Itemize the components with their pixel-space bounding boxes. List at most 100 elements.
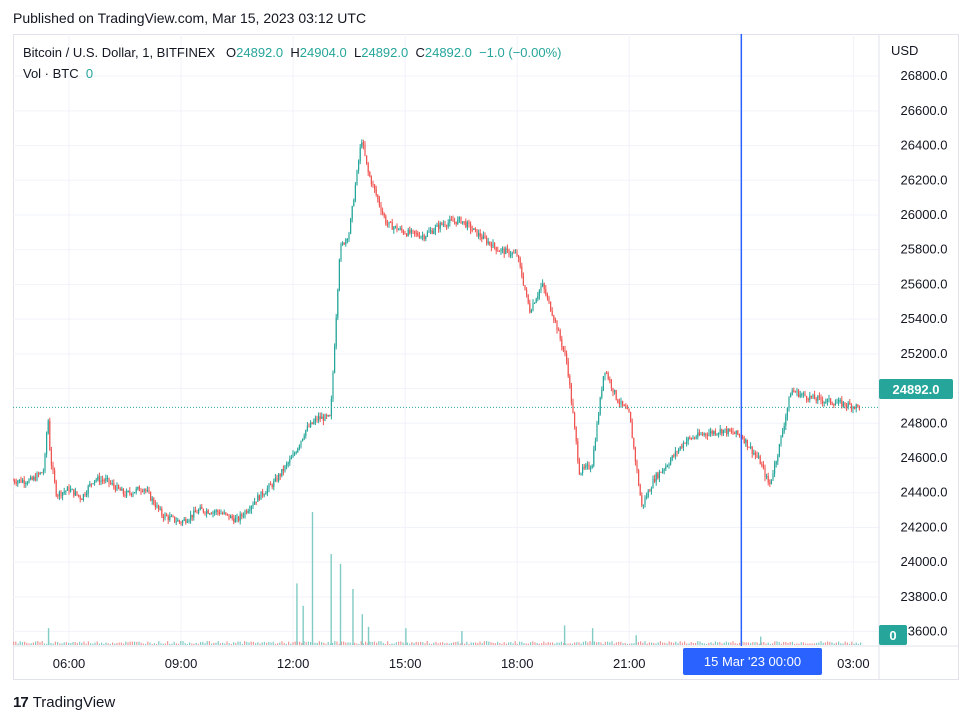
candle-body bbox=[196, 512, 198, 514]
candle-body bbox=[754, 452, 756, 456]
candle-body bbox=[68, 487, 70, 492]
volume-bar bbox=[622, 643, 624, 645]
volume-bar bbox=[714, 641, 716, 645]
volume-bar bbox=[657, 642, 659, 645]
candle-body bbox=[204, 512, 206, 514]
volume-bar bbox=[197, 643, 199, 645]
overlay bbox=[13, 34, 879, 646]
candle-body bbox=[58, 491, 60, 496]
candle-body bbox=[198, 509, 200, 514]
candle-body bbox=[417, 233, 419, 236]
candle-body bbox=[214, 511, 216, 513]
volume-spike bbox=[302, 605, 304, 645]
candle-body bbox=[390, 221, 392, 223]
volume-bar bbox=[732, 641, 734, 645]
candle-body bbox=[671, 455, 673, 460]
candle-body bbox=[471, 229, 473, 231]
volume-bar bbox=[415, 641, 417, 645]
candle-body bbox=[519, 258, 521, 267]
volume-legend[interactable]: Vol · BTC 0 bbox=[23, 66, 93, 81]
candle-body bbox=[404, 233, 406, 235]
candle-body bbox=[546, 294, 548, 298]
volume-bar bbox=[114, 643, 116, 645]
candle-body bbox=[535, 298, 537, 303]
volume-bar bbox=[13, 641, 15, 645]
volume-bar bbox=[708, 642, 710, 645]
candle-body bbox=[199, 507, 201, 510]
candle-body bbox=[36, 473, 38, 481]
tradingview-footer[interactable]: 17 TradingView bbox=[13, 694, 115, 711]
candle-body bbox=[249, 509, 251, 511]
candle-body bbox=[620, 400, 622, 404]
candle-body bbox=[84, 494, 86, 496]
volume-bar bbox=[642, 642, 644, 645]
candle-body bbox=[22, 480, 24, 483]
candle-body bbox=[570, 384, 572, 403]
candle-body bbox=[153, 498, 155, 505]
volume-bar bbox=[184, 643, 186, 645]
candle-body bbox=[801, 394, 803, 396]
volume-bar bbox=[160, 643, 162, 645]
candle-body bbox=[118, 485, 120, 489]
candle-body bbox=[729, 428, 731, 432]
currency-label[interactable]: USD bbox=[891, 43, 919, 58]
volume-bar bbox=[802, 642, 804, 645]
chart-canvas[interactable]: 23600.0 23800.0 24000.0 24200.0 24400.0 24600… bbox=[13, 34, 959, 680]
candle-body bbox=[151, 498, 153, 501]
volume-bar bbox=[76, 643, 78, 645]
volume-bar bbox=[371, 642, 373, 645]
candle-body bbox=[114, 486, 116, 491]
grid bbox=[13, 34, 959, 680]
volume-bar bbox=[525, 643, 527, 645]
volume-bar bbox=[534, 642, 536, 645]
candle-body bbox=[713, 431, 715, 434]
symbol-legend[interactable]: Bitcoin / U.S. Dollar, 1, BITFINEX O2489… bbox=[23, 45, 561, 60]
volume-bar bbox=[373, 641, 375, 645]
volume-bar bbox=[369, 641, 371, 645]
candle-body bbox=[13, 480, 14, 482]
candle-body bbox=[263, 494, 265, 496]
candle-body bbox=[50, 450, 52, 466]
volume-bar bbox=[600, 642, 602, 645]
candle-body bbox=[810, 395, 812, 398]
candle-body bbox=[314, 418, 316, 422]
candle-body bbox=[422, 235, 424, 237]
candle-body bbox=[482, 235, 484, 239]
volume-bar bbox=[677, 643, 679, 645]
volume-bar bbox=[213, 642, 215, 645]
last-price-tag: 24892.0 bbox=[879, 379, 953, 399]
candle-body bbox=[222, 513, 224, 515]
volume-bar bbox=[365, 641, 367, 645]
candle-body bbox=[769, 482, 771, 484]
candle-body bbox=[25, 483, 27, 485]
candle-body bbox=[428, 231, 430, 233]
candle-body bbox=[770, 479, 772, 484]
candle-body bbox=[761, 464, 763, 466]
candle-body bbox=[234, 518, 236, 523]
volume-bar bbox=[547, 641, 549, 645]
volume-bar bbox=[666, 643, 668, 645]
volume-bar bbox=[783, 641, 785, 645]
candle-body bbox=[630, 411, 632, 423]
volume-bar bbox=[662, 642, 664, 645]
volume-bar bbox=[57, 642, 59, 645]
candle-body bbox=[442, 224, 444, 226]
candle-body bbox=[689, 437, 691, 439]
volume-bar bbox=[587, 642, 589, 645]
candle-body bbox=[31, 477, 33, 480]
volume-bar bbox=[74, 641, 76, 645]
candle-body bbox=[260, 491, 262, 500]
candle-body bbox=[806, 396, 808, 400]
candle-body bbox=[583, 466, 585, 468]
candle-body bbox=[398, 229, 400, 231]
volume-bar bbox=[153, 643, 155, 645]
candle-body bbox=[284, 465, 286, 472]
volume-bar bbox=[272, 641, 274, 645]
volume-bar bbox=[582, 641, 584, 645]
candle-body bbox=[46, 433, 48, 454]
volume-bar bbox=[224, 643, 226, 645]
volume-bar bbox=[492, 642, 494, 645]
volume-bar bbox=[39, 642, 41, 645]
volume-bar bbox=[259, 643, 261, 645]
candle-body bbox=[444, 224, 446, 226]
